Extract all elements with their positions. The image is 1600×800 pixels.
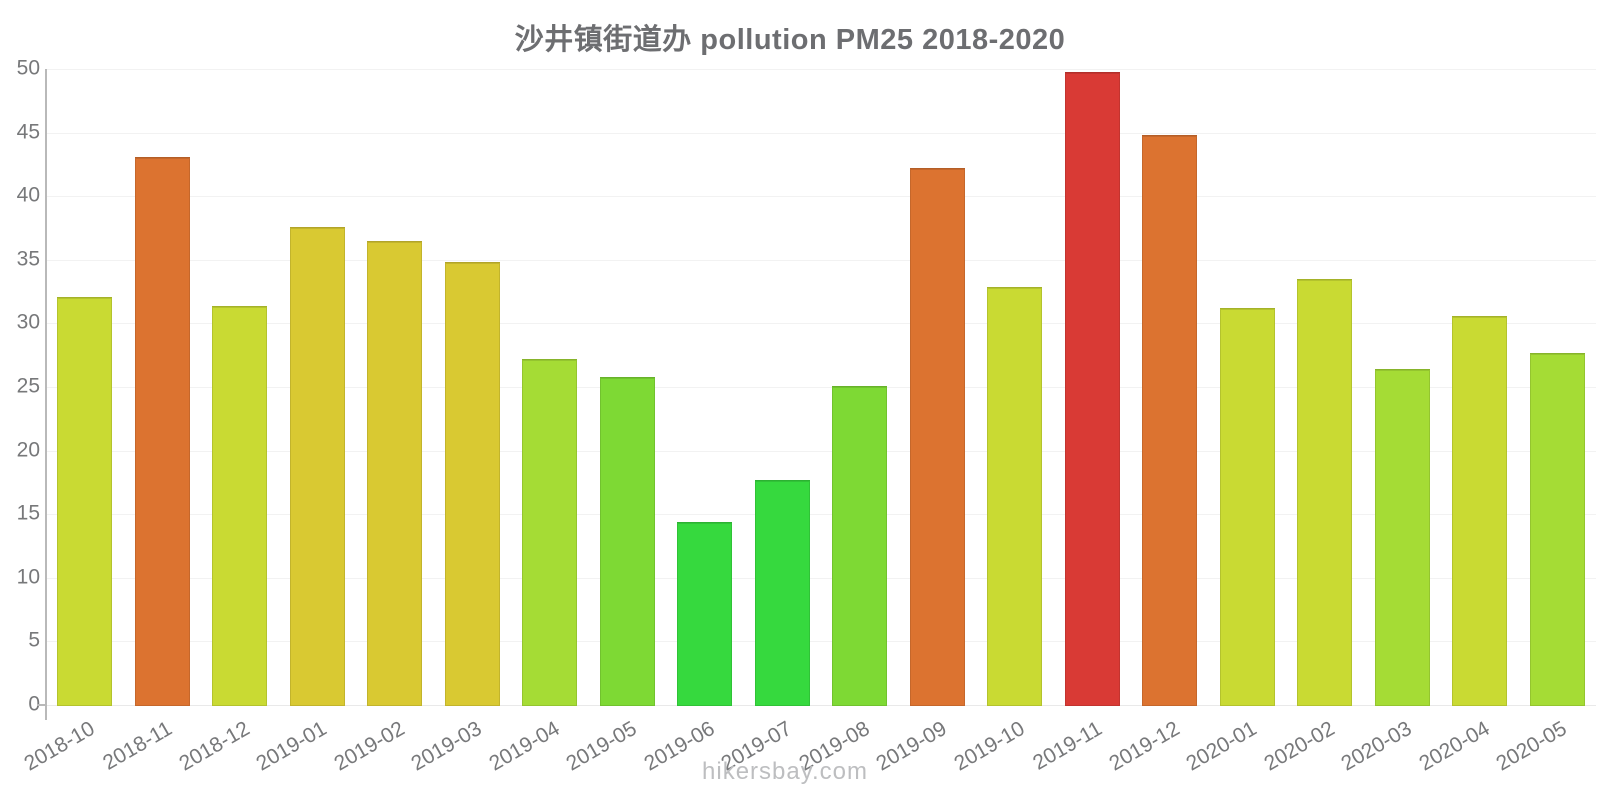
gridline [46, 196, 1596, 198]
bar-2019-02 [367, 240, 423, 706]
bar-2019-04 [522, 359, 578, 706]
bar-2018-11 [134, 156, 190, 706]
gridline [46, 641, 1596, 643]
chart-title: 沙井镇街道办 pollution PM25 2018-2020 [514, 24, 1066, 56]
y-axis-zero-tick [37, 704, 46, 706]
y-axis-label: 50 [16, 56, 40, 80]
gridline [46, 514, 1596, 516]
y-axis-label: 15 [16, 501, 40, 525]
y-axis-label: 0 [28, 692, 40, 716]
bar-2018-10 [57, 296, 113, 706]
gridline [46, 450, 1596, 452]
gridline [46, 132, 1596, 134]
gridline [46, 577, 1596, 579]
gridline [46, 259, 1596, 261]
bar-2019-06 [677, 521, 733, 706]
gridline [46, 69, 1596, 70]
y-axis-label: 35 [16, 247, 40, 271]
bar-2018-12 [212, 305, 268, 706]
y-axis-label: 45 [16, 120, 40, 144]
gridline-zero [46, 705, 1596, 706]
bar-2020-04 [1452, 315, 1508, 706]
bar-2020-02 [1297, 278, 1353, 706]
bar-2019-05 [599, 376, 655, 706]
bar-2019-03 [444, 262, 500, 706]
bar-2020-05 [1529, 352, 1585, 706]
bar-2019-12 [1142, 135, 1198, 706]
y-axis-label: 25 [16, 374, 40, 398]
bar-2019-10 [987, 286, 1043, 706]
bar-2019-08 [832, 385, 888, 706]
watermark: hikersbay.com [702, 758, 868, 785]
y-axis-label: 10 [16, 565, 40, 589]
y-axis [45, 69, 47, 720]
y-axis-label: 40 [16, 183, 40, 207]
bar-2019-09 [909, 168, 965, 706]
gridline [46, 323, 1596, 325]
bar-2019-11 [1064, 71, 1120, 706]
bar-2019-07 [754, 479, 810, 706]
y-axis-label: 30 [16, 310, 40, 334]
y-axis-label: 20 [16, 438, 40, 462]
gridline [46, 387, 1596, 388]
bar-2020-03 [1374, 369, 1430, 706]
y-axis-label: 5 [28, 628, 40, 652]
bar-2020-01 [1219, 308, 1275, 706]
bar-2019-01 [289, 226, 345, 706]
